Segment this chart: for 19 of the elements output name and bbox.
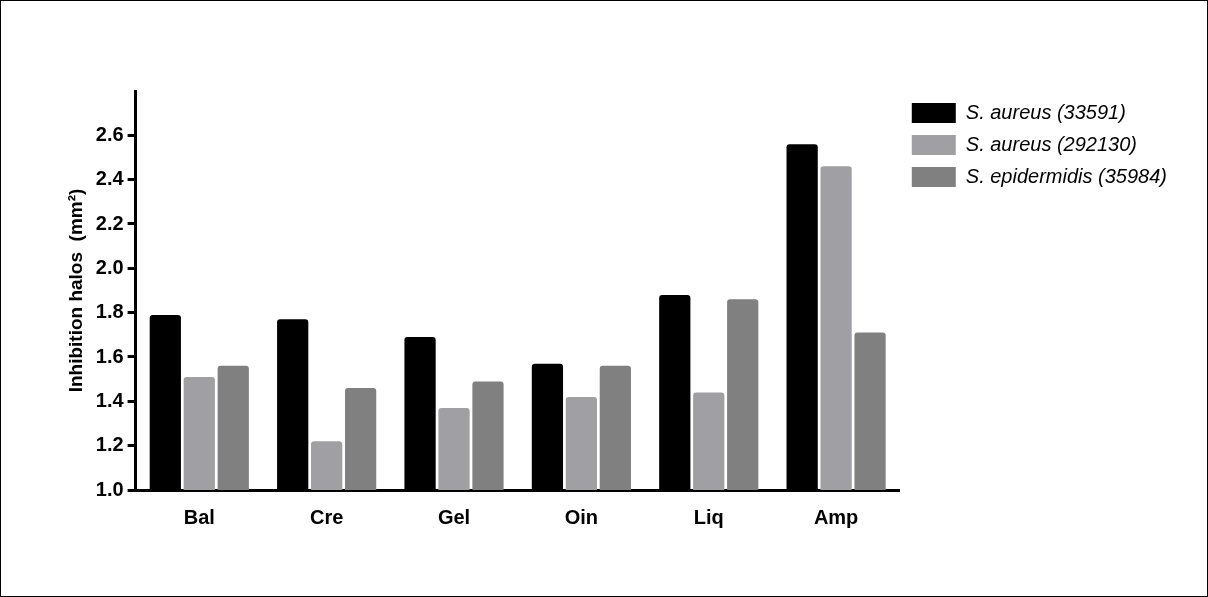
y-tick-label: 2.4 [95,167,125,190]
y-tick-label: 1.2 [95,433,124,456]
x-tick-label: Cre [309,505,344,528]
legend-label: S. aureus (33591) [965,100,1126,123]
legend-label: S. aureus (292130) [965,132,1138,155]
x-tick-label: Bal [183,505,215,528]
y-tick-label: 1.4 [95,388,125,411]
y-tick-label: 1.6 [95,344,124,367]
y-tick-label: 2.2 [95,211,124,234]
legend-label: S. epidermidis (35984) [965,164,1168,187]
y-tick-label: 2.6 [95,122,124,145]
x-tick-label: Amp [813,505,859,528]
x-tick-label: Oin [564,505,599,528]
x-tick-label: Liq [693,505,724,528]
y-tick-label: 1.8 [95,300,124,323]
y-axis-title: Inhibition halos (mm²) [64,188,86,393]
y-tick-label: 2.0 [95,255,124,278]
y-tick-label: 1.0 [95,477,124,500]
x-tick-label: Gel [437,505,471,528]
